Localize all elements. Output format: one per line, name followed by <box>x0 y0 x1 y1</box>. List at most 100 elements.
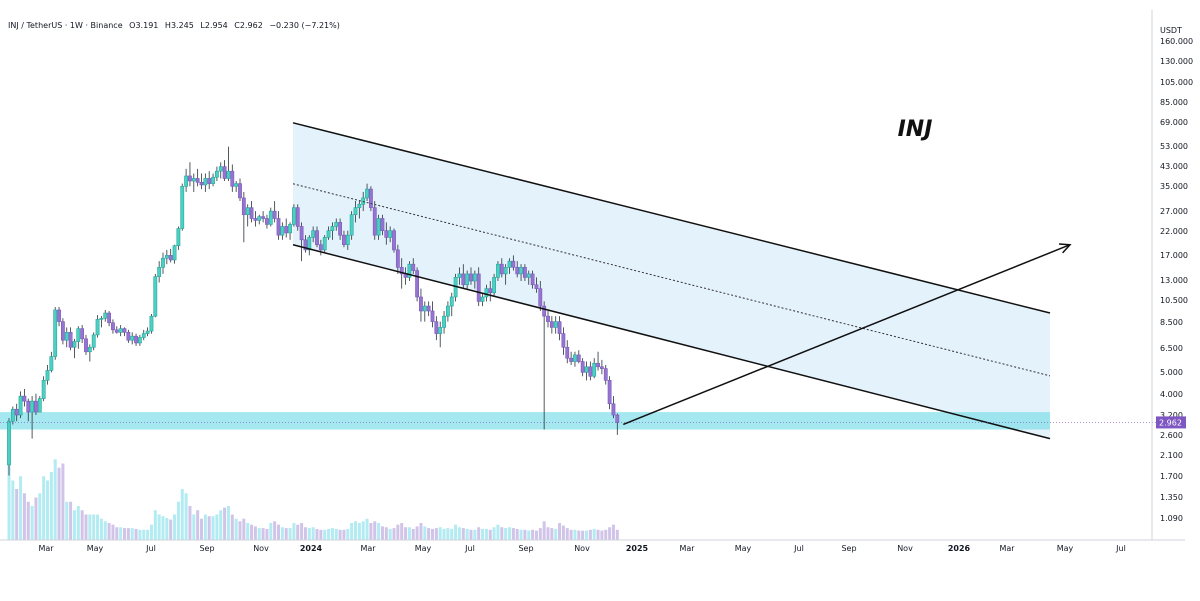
volume-bar <box>350 523 354 540</box>
candle-body <box>580 361 585 373</box>
volume-bar <box>400 523 404 540</box>
volume-bar <box>500 527 504 540</box>
candle-body <box>307 237 312 251</box>
volume-bar <box>454 524 458 540</box>
axis-layer: USDT 160.000 130.000 105.000 85.000 69.000 53.… <box>0 10 1193 553</box>
volume-bar <box>554 528 558 540</box>
candle-body <box>530 273 535 286</box>
candle-body <box>164 255 169 259</box>
volume-bar <box>22 493 26 540</box>
volume-bar <box>334 528 338 540</box>
candle-body <box>492 277 497 294</box>
time-tick-label: May <box>87 544 104 553</box>
candle-body <box>91 334 96 348</box>
volume-bar <box>126 528 130 540</box>
volume-bar <box>377 523 381 540</box>
price-tick-label: 10.500 <box>1160 296 1188 305</box>
volume-bar <box>373 521 377 540</box>
volume-bar <box>88 514 92 540</box>
candle-body <box>157 267 162 277</box>
volume-bar <box>488 529 492 540</box>
candle-body <box>226 170 231 179</box>
volume-bar <box>38 493 42 540</box>
volume-bar <box>269 523 273 540</box>
volume-bar <box>615 529 619 540</box>
candle-body <box>365 188 369 199</box>
candle-body <box>241 197 246 216</box>
candle-body <box>80 328 85 340</box>
volume-bar <box>149 524 153 540</box>
volume-bar <box>461 528 465 540</box>
candle-body <box>168 255 173 261</box>
candle-body <box>64 332 69 341</box>
candle-body <box>511 260 516 268</box>
candle-body <box>222 166 227 179</box>
candle-body <box>18 395 23 416</box>
volume-bar <box>161 516 165 540</box>
candle-body <box>22 395 27 402</box>
volume-bar <box>284 528 288 540</box>
volume-bar <box>327 528 331 540</box>
volume-bar <box>296 524 300 540</box>
volume-bar <box>188 506 192 540</box>
candle-body <box>95 319 100 336</box>
high-value: H3.245 <box>164 21 194 30</box>
price-tick-label: 105.000 <box>1160 78 1193 87</box>
candle-body <box>291 207 296 225</box>
candle-body <box>103 312 108 319</box>
candle-body <box>445 305 450 317</box>
candle-body <box>265 218 269 225</box>
candle-body <box>557 321 562 334</box>
volume-bar <box>261 528 265 540</box>
volume-bar <box>431 528 434 540</box>
volume-bar <box>196 510 200 540</box>
volume-bar <box>523 529 527 540</box>
volume-bar <box>130 528 134 540</box>
volume-bar <box>219 510 223 540</box>
candle-body <box>134 335 138 344</box>
volume-bar <box>315 528 319 540</box>
volume-bar <box>588 529 592 540</box>
volume-bar <box>42 476 46 540</box>
volume-bar <box>404 527 408 540</box>
time-tick-label: Jul <box>464 544 475 553</box>
candle-body <box>388 230 393 238</box>
candle-body <box>261 216 266 219</box>
time-tick-label: Mar <box>38 544 54 553</box>
volume-bar <box>392 528 396 540</box>
volume-bar <box>146 529 150 540</box>
time-tick-label: 2024 <box>300 544 323 553</box>
volume-bar <box>546 527 550 540</box>
volume-bar <box>288 528 292 540</box>
candle-body <box>138 337 142 344</box>
candle-body <box>172 245 177 261</box>
overlay-layer: INJ <box>0 117 1158 440</box>
volume-bar <box>504 528 508 540</box>
candle-body <box>576 354 581 362</box>
volume-layer <box>7 455 619 540</box>
time-tick-label: Mar <box>360 544 376 553</box>
volume-bar <box>531 529 535 540</box>
volume-bar <box>604 529 608 540</box>
candle-body <box>76 328 81 342</box>
volume-bar <box>119 527 123 540</box>
candle-body <box>488 288 493 294</box>
time-tick-label: Jul <box>145 544 156 553</box>
volume-bar <box>34 497 38 540</box>
channel-fill <box>293 122 1050 439</box>
candle-body <box>503 267 508 275</box>
current-price-tag <box>1156 416 1186 429</box>
candle-body <box>461 273 466 286</box>
time-tick-label: Jul <box>1115 544 1126 553</box>
candle-body <box>188 175 192 182</box>
volume-bar <box>253 526 257 540</box>
candle-body <box>592 362 597 377</box>
candle-body <box>211 176 215 184</box>
volume-bar <box>215 514 219 540</box>
volume-bar <box>427 528 431 540</box>
candle-body <box>288 224 292 234</box>
volume-bar <box>585 530 588 540</box>
candle-body <box>276 218 281 236</box>
